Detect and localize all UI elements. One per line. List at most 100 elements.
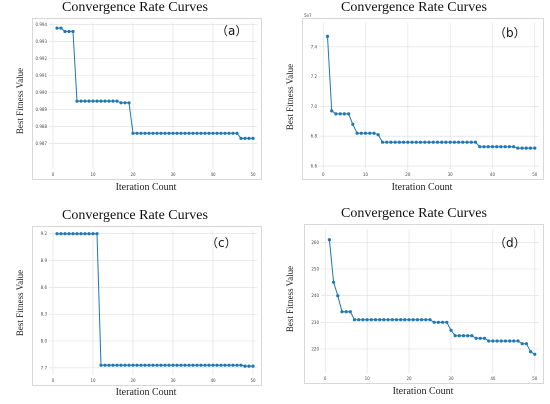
data-point [87,99,91,103]
x-axis-label: Iteration Count [115,182,177,193]
data-point [227,363,231,367]
data-point [520,342,524,346]
data-point [363,131,368,135]
x-tick-label: 20 [130,172,136,177]
data-point [348,310,352,314]
y-tick-label: 0.987 [36,141,48,146]
data-point [99,363,103,367]
x-tick-label: 20 [405,172,411,177]
x-tick-label: 50 [250,378,256,383]
data-point [179,131,183,135]
data-point [143,363,147,367]
data-point [183,131,187,135]
data-point [327,238,331,242]
data-point [399,318,403,322]
data-point [227,131,231,135]
data-point [461,334,466,338]
data-point [390,318,394,322]
series-line [327,36,535,149]
x-tick-label: 40 [490,172,496,177]
data-point [389,140,393,144]
chart-panel-a: Convergence Rate Curves 0 10 20 30 40 50 0.987… [0,0,270,200]
data-point [167,363,171,367]
y-tick-label: 0.990 [36,90,48,95]
data-point [127,101,131,105]
data-point [482,336,487,340]
data-point [347,112,351,116]
y-tick-label: 6.8 [311,134,318,139]
plot-area: 0 10 20 30 40 50 6.6 6.8 7.0 7.2 7.4 [302,18,544,180]
data-point [207,131,211,135]
plot-svg: 0 10 20 30 40 50 0.987 0.988 0.989 0.990 0.991 0.99… [36,22,257,177]
data-point [155,363,159,367]
data-point [342,112,346,116]
x-tick-label: 0 [322,172,325,177]
data-point [151,131,155,135]
y-tick-label: 260 [311,240,319,245]
data-point [95,99,99,103]
y-tick-label: 8.3 [41,312,48,317]
data-point [393,140,397,144]
y-tick-label: 0.991 [36,73,48,78]
data-point [503,339,508,343]
data-point [457,140,461,144]
plot-svg: 0 10 20 30 40 50 6.6 6.8 7.0 7.2 7.4 [311,23,539,177]
data-point [359,131,363,135]
x-tick-label: 40 [210,172,216,177]
data-point [215,131,219,135]
data-point [191,363,195,367]
data-point [355,131,359,135]
data-point [344,310,348,314]
data-point [414,140,418,144]
panel-label: （c） [206,236,237,250]
data-point [385,140,389,144]
data-point [175,131,179,135]
data-point [87,232,91,236]
data-point [365,318,369,322]
data-point [215,363,219,367]
data-point [474,336,478,340]
data-point [338,112,342,116]
data-point [139,131,143,135]
data-point [453,334,457,338]
data-point [380,140,385,144]
data-point [368,131,372,135]
x-tick-label: 30 [170,172,176,177]
plot-area: 0 10 20 30 40 50 220 230 240 250 260 [304,224,544,384]
data-point [516,339,520,343]
data-point [332,280,336,284]
data-point [478,145,482,149]
data-point [507,145,511,149]
x-tick-label: 50 [250,172,256,177]
plot-area: 0 10 20 30 40 50 7.7 8.0 8.3 8.6 8.9 9.2 [32,226,262,386]
x-tick-label: 40 [490,376,496,381]
plot-svg: 0 10 20 30 40 50 220 230 240 250 260 [311,229,539,381]
data-point [330,109,334,113]
data-point [340,310,344,314]
data-point [499,145,503,149]
data-point [111,363,115,367]
data-point [55,26,59,30]
data-point [143,131,147,135]
data-point [211,363,215,367]
data-point [482,145,486,149]
data-point [79,232,83,236]
data-point [183,363,187,367]
data-point [529,350,533,354]
data-point [135,363,139,367]
data-point [325,34,330,38]
data-point [159,131,163,135]
data-point [449,328,453,332]
y-tick-label: 0.988 [36,124,48,129]
data-point [135,131,139,135]
data-point [207,363,211,367]
data-point [151,363,155,367]
data-point [351,122,355,126]
data-point [63,232,67,236]
data-point [352,318,357,322]
data-point [406,140,410,144]
data-point [55,232,59,236]
data-point [490,145,495,149]
data-point [147,363,151,367]
y-tick-label: 230 [311,320,319,325]
